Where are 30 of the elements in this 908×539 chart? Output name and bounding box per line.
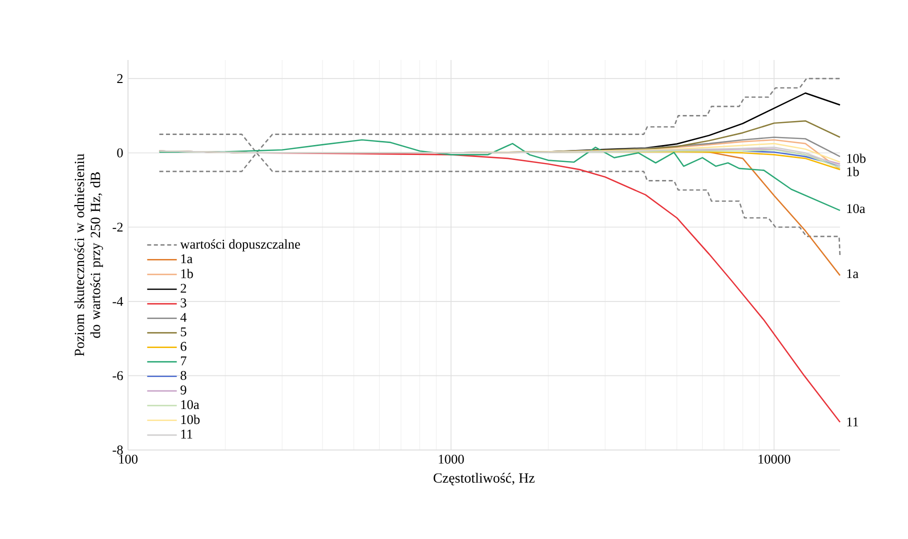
text: 10a [847,204,866,214]
x-tick-label: 1000 [438,454,464,464]
y-tick-label: -4 [112,297,124,306]
text: 1b [847,166,859,176]
x-tick-label: 10000 [758,454,790,464]
legend-label: 1b [181,268,193,278]
legend-label: 3 [180,298,186,308]
legend-label: 7 [180,356,186,366]
legend-label: 10a [181,400,200,410]
legend-label: 1a [181,254,193,264]
x-tick-label: 100 [119,454,138,464]
legend-label: 5 [180,327,186,336]
y-axis-title: Poziom skuteczności w odniesieniu do wartości przy 250 Hz, dB [74,154,104,356]
y-tick-label: -6 [112,371,123,380]
legend-label: 8 [180,370,186,380]
text: 1a [847,269,858,278]
legend-label: 6 [180,342,186,351]
legend-label: 4 [180,312,187,322]
legend-label: wartości dopuszczalne [180,239,300,252]
text: 11 [847,418,858,426]
x-axis-title: Częstotliwość, Hz [434,472,535,486]
y-tick-label: -8 [112,445,123,454]
y-tick-label: 2 [117,74,123,83]
legend-label: 11 [181,430,192,438]
y-tick-label: 0 [117,148,123,158]
legend-label: 9 [180,386,186,394]
y-tick-label: -2 [112,222,123,232]
text: 10b [847,154,866,163]
legend-label: 10b [181,414,200,424]
legend-label: 2 [180,284,186,293]
